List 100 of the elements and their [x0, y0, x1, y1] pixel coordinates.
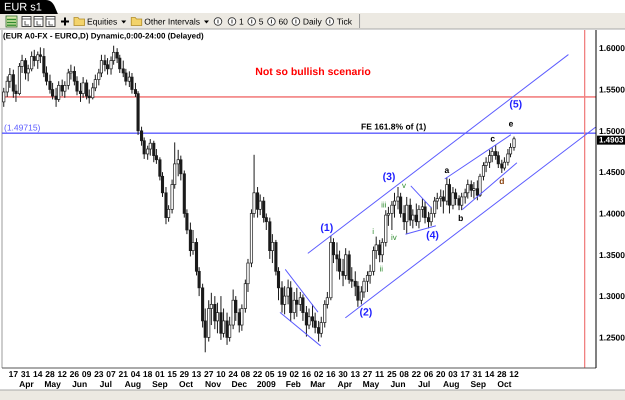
- x-tick-label: 13: [350, 369, 360, 379]
- x2-tick-label: Dec: [231, 379, 248, 389]
- annotation: c: [490, 133, 496, 144]
- annotation: (4): [426, 229, 439, 242]
- annotation: (1): [320, 222, 334, 234]
- candlestick: [448, 178, 452, 214]
- candlestick: [439, 188, 442, 208]
- x-tick-label: 09: [82, 369, 92, 379]
- y-tick-label: 1.4500: [599, 167, 625, 178]
- x-tick-label: 19: [277, 369, 287, 379]
- annotation: Not so bullish scenario: [255, 66, 371, 78]
- x-tick-label: 27: [362, 369, 372, 379]
- candlestick: [152, 140, 156, 163]
- candlestick: [32, 49, 36, 67]
- annotation: (3): [382, 171, 396, 184]
- candlestick: [36, 50, 40, 70]
- x-tick-label: 16: [326, 369, 336, 379]
- x-tick-label: 28: [497, 369, 507, 379]
- annotation: d: [499, 176, 504, 186]
- text: Equities: [87, 16, 118, 26]
- candlestick: [423, 200, 427, 224]
- annotation: b: [458, 213, 464, 224]
- candlestick: [470, 180, 473, 198]
- y-tick-label: 1.4000: [599, 208, 625, 218]
- candlestick: [85, 79, 88, 100]
- chart-title: EUR s1: [4, 2, 42, 14]
- annotation: ii: [380, 264, 384, 274]
- x-tick-label: 22: [412, 369, 422, 379]
- y-tick-label: 1.5500: [599, 84, 625, 94]
- x-tick-label: 30: [338, 369, 348, 379]
- candlestick: [130, 72, 134, 94]
- x2-tick-label: 2009: [256, 379, 276, 389]
- x2-tick-label: Sep: [470, 379, 486, 389]
- annotation: iv: [391, 232, 397, 242]
- x-tick-label: 14: [33, 369, 43, 379]
- x-tick-label: 12: [509, 369, 519, 379]
- x-tick-label: 20: [436, 369, 446, 379]
- annotation: (2): [359, 306, 372, 318]
- candlestick: [292, 291, 296, 320]
- x2-tick-label: Jul: [100, 379, 112, 389]
- candlestick: [466, 179, 470, 200]
- x-tick-label: 05: [265, 369, 275, 379]
- candlestick: [60, 79, 64, 97]
- x-tick-label: 28: [45, 369, 55, 379]
- text: 5: [258, 16, 264, 26]
- candlestick: [405, 196, 408, 235]
- text: Tick: [336, 16, 353, 26]
- x2-tick-label: Jun: [390, 379, 406, 389]
- x2-tick-label: Nov: [205, 379, 222, 389]
- candlestick: [488, 149, 492, 169]
- x-tick-label: 15: [167, 369, 178, 379]
- x-tick-label: 04: [130, 369, 140, 379]
- x2-tick-label: Aug: [124, 379, 142, 389]
- x2-tick-label: May: [44, 379, 62, 389]
- x2-tick-label: May: [362, 379, 380, 389]
- x2-tick-label: Sep: [152, 379, 168, 389]
- x-tick-label: 26: [70, 369, 80, 379]
- candlestick: [103, 54, 106, 72]
- candlestick: [295, 287, 298, 318]
- x2-tick-label: Jul: [418, 379, 430, 389]
- x-tick-label: 06: [424, 369, 434, 379]
- candlestick: [24, 58, 28, 80]
- x-tick-label: 01: [155, 369, 165, 379]
- candlestick: [12, 69, 15, 98]
- x-tick-label: 02: [314, 369, 324, 379]
- y-tick-label: 1.3000: [599, 291, 625, 302]
- x2-tick-label: Apr: [19, 379, 34, 389]
- x-tick-label: 13: [192, 369, 202, 379]
- x-tick-label: 22: [252, 369, 263, 379]
- chart-subtitle: (EUR A0-FX - EURO,D) Dynamic,0:00-24:00 (Delayed): [3, 32, 204, 40]
- candlestick: [460, 192, 464, 211]
- x-tick-label: 31: [472, 369, 482, 379]
- annotation: e: [508, 118, 514, 129]
- candlestick: [82, 76, 85, 98]
- text: Daily: [302, 16, 323, 26]
- ref-line-label: (1.49715): [4, 122, 41, 133]
- candlestick: [106, 58, 110, 76]
- candlestick: [148, 138, 152, 156]
- y-tick-label: 1.3500: [599, 250, 625, 260]
- x2-tick-label: Jun: [72, 379, 88, 389]
- x-tick-label: 10: [216, 369, 226, 379]
- x-tick-label: 31: [20, 369, 31, 379]
- x2-tick-label: Feb: [286, 379, 301, 389]
- annotation: a: [444, 165, 450, 176]
- x-tick-label: 16: [302, 369, 312, 379]
- annotation: FE 161.8% of (1): [361, 122, 426, 132]
- x2-tick-label: Mar: [310, 379, 326, 389]
- y-tick-label: 1.5000: [599, 126, 625, 136]
- x2-tick-label: Apr: [337, 379, 353, 389]
- x-tick-label: 25: [387, 369, 397, 379]
- annotation: iii: [381, 200, 387, 210]
- x-tick-label: 18: [142, 369, 153, 379]
- x2-tick-label: Oct: [497, 379, 512, 389]
- x-tick-label: 23: [94, 369, 104, 379]
- x-tick-label: 08: [399, 369, 410, 379]
- candlestick: [454, 188, 458, 206]
- x-tick-label: 12: [57, 369, 68, 379]
- x-tick-label: 14: [484, 369, 495, 379]
- annotation: i: [372, 227, 374, 236]
- y-tick-label: 1.2500: [599, 332, 625, 342]
